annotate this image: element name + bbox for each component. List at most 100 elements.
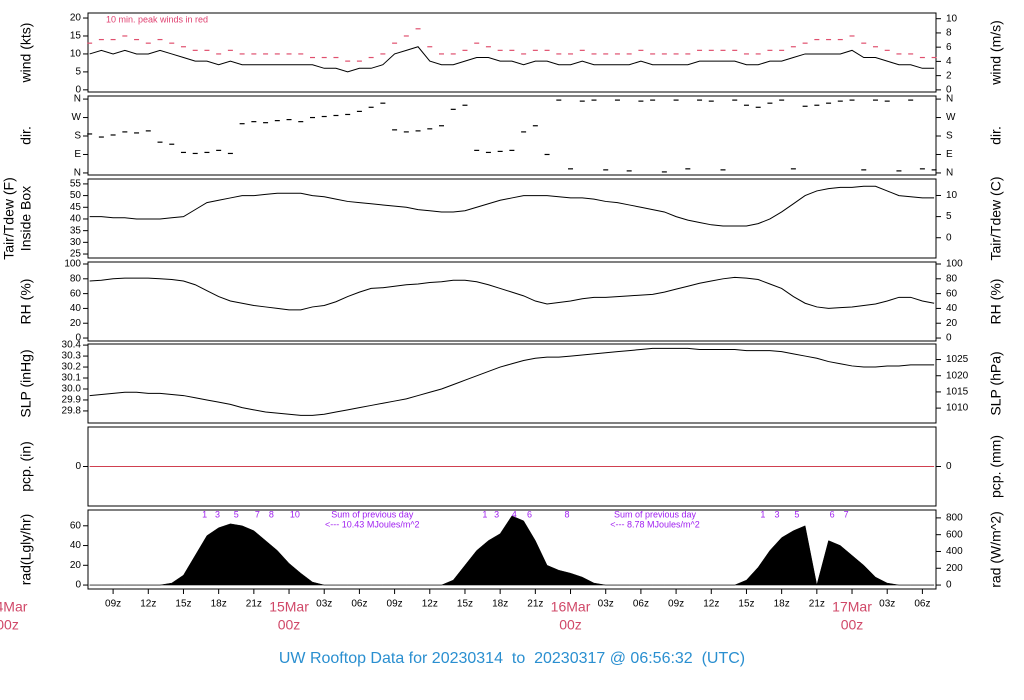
chart-title: UW Rooftop Data for 20230314 to 20230317… — [279, 650, 745, 667]
data-line — [89, 185, 935, 227]
sun-marker: 10 — [290, 509, 300, 519]
y-tick-label: 0 — [75, 580, 81, 591]
sun-marker: 4 — [512, 509, 517, 519]
x-tick-label: 09z — [105, 599, 121, 610]
y-tick-label: 30 — [70, 237, 82, 248]
x-tick-label: 18z — [492, 599, 508, 610]
panel-frame — [87, 509, 937, 590]
y-tick-label: 20 — [70, 560, 82, 571]
y-tick-label: 0 — [75, 84, 81, 95]
sun-marker: 5 — [794, 509, 799, 519]
y2-tick-label: W — [946, 112, 956, 123]
y-tick-label: 30.3 — [62, 351, 82, 362]
x-tick-label: 21z — [246, 599, 262, 610]
y-axis-label: Tair/Tdew (F) — [1, 177, 17, 259]
x-day-hour: 00z — [559, 617, 582, 633]
y2-tick-label: 800 — [946, 513, 963, 524]
y2-axis-label: dir. — [988, 126, 1004, 145]
y2-tick-label: N — [946, 94, 953, 105]
x-tick-label: 18z — [211, 599, 227, 610]
y2-axis-label: wind (m/s) — [988, 20, 1004, 86]
y-tick-label: 55 — [70, 179, 82, 190]
sun-marker: 7 — [255, 509, 260, 519]
x-day-label: 15Mar — [269, 599, 309, 615]
y2-tick-label: 60 — [946, 288, 958, 299]
y2-tick-label: N — [946, 168, 953, 179]
y-tick-label: 30.0 — [62, 384, 82, 395]
x-tick-label: 12z — [703, 599, 719, 610]
y-tick-label: 29.8 — [62, 406, 82, 417]
y-tick-label: N — [74, 94, 81, 105]
sun-marker: 1 — [760, 509, 765, 519]
y2-tick-label: 400 — [946, 546, 963, 557]
y2-tick-label: 4 — [946, 56, 952, 67]
y2-axis-label: RH (%) — [988, 279, 1004, 325]
sun-marker: 6 — [527, 509, 532, 519]
y-tick-label: 100 — [64, 259, 81, 270]
x-tick-label: 21z — [527, 599, 543, 610]
sun-marker: 7 — [844, 509, 849, 519]
panel-frame — [87, 343, 937, 424]
y2-tick-label: 2 — [946, 70, 952, 81]
x-tick-label: 03z — [316, 599, 332, 610]
y-tick-label: 40 — [70, 214, 82, 225]
y2-tick-label: 10 — [946, 190, 958, 201]
y2-tick-label: 0 — [946, 333, 952, 344]
sun-marker: 8 — [565, 509, 570, 519]
x-tick-label: 03z — [879, 599, 895, 610]
panel-frame — [87, 261, 937, 342]
y2-tick-label: 0 — [946, 461, 952, 472]
y2-tick-label: 10 — [946, 13, 958, 24]
y2-tick-label: 8 — [946, 28, 952, 39]
y2-tick-label: 1025 — [946, 354, 969, 365]
y-tick-label: 0 — [75, 461, 81, 472]
y2-tick-label: S — [946, 131, 953, 142]
x-tick-label: 15z — [457, 599, 473, 610]
radiation-note: <--- 10.43 MJoules/m^2 — [325, 519, 420, 529]
y-axis-label: dir. — [18, 126, 34, 145]
y-tick-label: 40 — [70, 540, 82, 551]
y2-tick-label: 40 — [946, 303, 958, 314]
y2-axis-label: rad (W/m^2) — [988, 511, 1004, 588]
sun-marker: 1 — [482, 509, 487, 519]
y2-tick-label: 0 — [946, 85, 952, 96]
y-tick-label: 20 — [70, 318, 82, 329]
x-tick-label: 09z — [668, 599, 684, 610]
y-tick-label: 30.1 — [62, 373, 82, 384]
radiation-note: Sum of previous day — [614, 509, 697, 519]
y-tick-label: 20 — [70, 13, 82, 24]
x-tick-label: 06z — [914, 599, 930, 610]
x-tick-label: 06z — [633, 599, 649, 610]
y2-axis-label: pcp. (mm) — [988, 435, 1004, 498]
sun-marker: 3 — [774, 509, 779, 519]
y-axis-label: SLP (inHg) — [18, 349, 34, 417]
sun-marker: 3 — [494, 509, 499, 519]
y-tick-label: 50 — [70, 190, 82, 201]
y2-tick-label: 200 — [946, 563, 963, 574]
radiation-note: Sum of previous day — [331, 509, 414, 519]
panel-frame — [87, 95, 937, 176]
y2-tick-label: 1010 — [946, 403, 969, 414]
x-tick-label: 12z — [422, 599, 438, 610]
y-tick-label: 80 — [70, 273, 82, 284]
x-tick-label: 21z — [809, 599, 825, 610]
y-tick-label: 25 — [70, 249, 82, 260]
y2-axis-label: Tair/Tdew (C) — [988, 176, 1004, 260]
panel-frame — [87, 12, 937, 93]
x-day-label: 16Mar — [551, 599, 591, 615]
data-line — [89, 276, 935, 311]
x-day-label: 14Mar — [0, 599, 28, 615]
y-axis-label: rad(Lgly/hr) — [18, 514, 34, 586]
y-tick-label: 60 — [70, 520, 82, 531]
y2-axis-label: SLP (hPa) — [988, 351, 1004, 415]
y-tick-label: 0 — [75, 333, 81, 344]
data-line — [89, 347, 935, 416]
y2-tick-label: 600 — [946, 529, 963, 540]
x-day-hour: 00z — [0, 617, 19, 633]
y2-tick-label: 80 — [946, 273, 958, 284]
x-tick-label: 15z — [175, 599, 191, 610]
sun-marker: 6 — [830, 509, 835, 519]
y2-tick-label: 1020 — [946, 370, 969, 381]
x-day-label: 17Mar — [832, 599, 872, 615]
